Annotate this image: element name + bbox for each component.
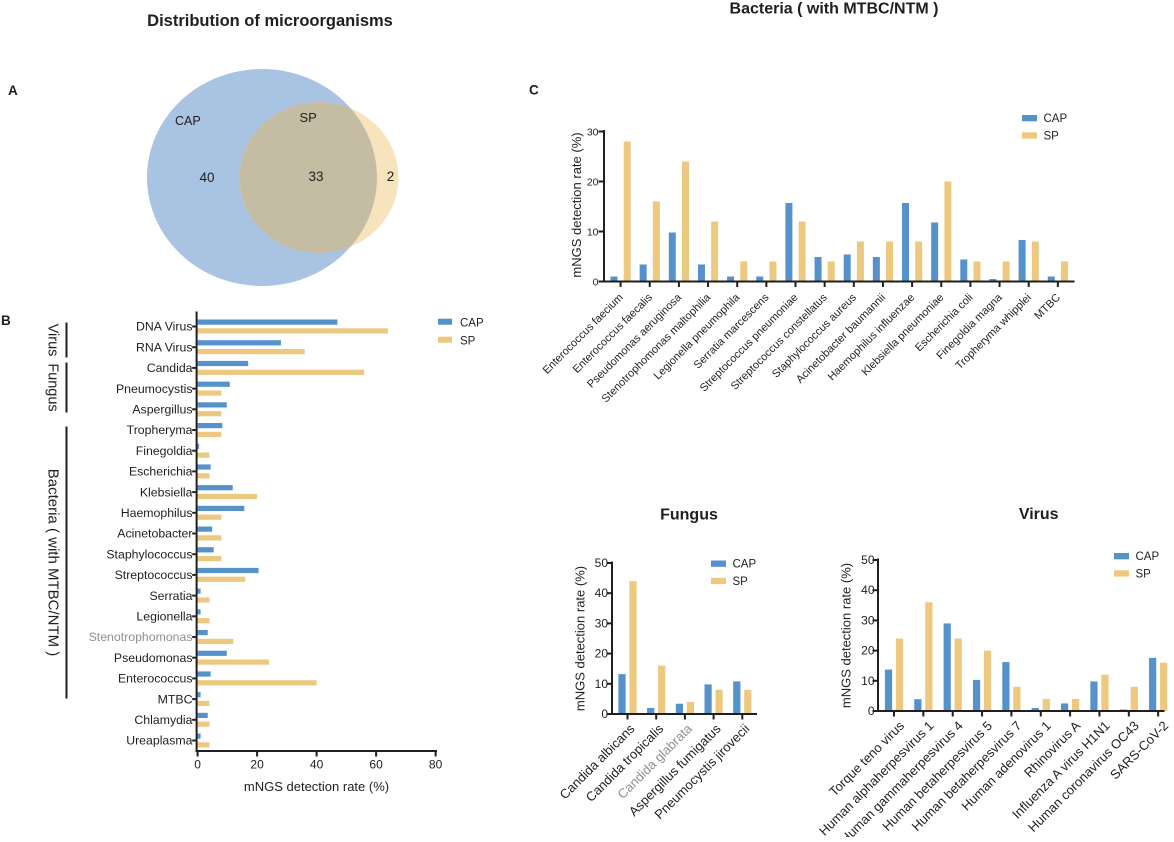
svg-text:CAP: CAP [175, 114, 201, 128]
svg-text:Escherichia: Escherichia [129, 465, 193, 479]
svg-text:0: 0 [601, 707, 608, 721]
svg-text:CAP: CAP [733, 559, 757, 571]
svg-text:40: 40 [310, 758, 324, 772]
svg-text:0: 0 [593, 277, 599, 289]
svg-text:SP: SP [1044, 130, 1060, 142]
svg-text:Candida: Candida [147, 361, 193, 375]
svg-text:Klebsiella: Klebsiella [140, 485, 193, 499]
svg-text:30: 30 [587, 127, 599, 139]
svg-text:SP: SP [1136, 568, 1152, 580]
svg-text:10: 10 [861, 674, 875, 688]
svg-text:Enterococcus: Enterococcus [118, 672, 193, 686]
svg-text:40: 40 [199, 170, 214, 185]
svg-text:Fungus: Fungus [45, 363, 61, 411]
svg-text:mNGS detection rate (%): mNGS detection rate (%) [839, 563, 854, 708]
svg-text:50: 50 [861, 553, 875, 567]
svg-text:Acinetobacter: Acinetobacter [117, 527, 192, 541]
svg-text:40: 40 [595, 586, 609, 600]
svg-text:Bacteria ( with MTBC/NTM ): Bacteria ( with MTBC/NTM ) [45, 469, 62, 657]
svg-text:Distribution of microorganisms: Distribution of microorganisms [147, 12, 393, 30]
svg-text:Legionella: Legionella [136, 610, 192, 624]
svg-text:CAP: CAP [1136, 551, 1160, 563]
svg-text:Finegoldia: Finegoldia [136, 444, 193, 458]
svg-text:0: 0 [868, 704, 875, 718]
svg-text:0: 0 [194, 758, 201, 772]
svg-text:10: 10 [587, 227, 599, 239]
svg-text:Fungus: Fungus [660, 507, 718, 524]
svg-text:Stenotrophomonas: Stenotrophomonas [89, 630, 193, 644]
svg-text:B: B [1, 313, 11, 328]
svg-text:CAP: CAP [1044, 113, 1068, 125]
svg-text:Pseudomonas: Pseudomonas [114, 651, 193, 665]
svg-text:Aspergillus: Aspergillus [132, 403, 192, 417]
svg-text:20: 20 [587, 177, 599, 189]
svg-text:20: 20 [250, 758, 264, 772]
svg-text:80: 80 [429, 758, 443, 772]
svg-text:Serratia: Serratia [149, 589, 192, 603]
svg-text:30: 30 [595, 616, 609, 630]
svg-text:SP: SP [300, 110, 317, 125]
svg-text:Bacteria ( with MTBC/NTM ): Bacteria ( with MTBC/NTM ) [730, 1, 939, 18]
svg-text:50: 50 [595, 556, 609, 570]
svg-text:30: 30 [861, 613, 875, 627]
svg-text:RNA Virus: RNA Virus [136, 340, 193, 354]
svg-text:mNGS detection rate (%): mNGS detection rate (%) [572, 566, 587, 711]
svg-text:Virus: Virus [45, 324, 61, 357]
svg-text:Staphylococcus: Staphylococcus [106, 547, 192, 561]
svg-text:Streptococcus: Streptococcus [115, 568, 193, 582]
svg-text:10: 10 [595, 677, 609, 691]
svg-text:MTBC: MTBC [158, 692, 193, 706]
svg-text:Ureaplasma: Ureaplasma [126, 734, 192, 748]
svg-text:Virus: Virus [1019, 506, 1059, 523]
svg-text:Chlamydia: Chlamydia [134, 713, 192, 727]
svg-text:A: A [8, 83, 18, 98]
svg-text:2: 2 [387, 169, 395, 184]
svg-text:20: 20 [595, 647, 609, 661]
svg-text:C: C [529, 83, 539, 98]
svg-text:40: 40 [861, 583, 875, 597]
svg-text:33: 33 [308, 169, 323, 184]
svg-text:SP: SP [733, 576, 749, 588]
svg-text:SP: SP [460, 336, 476, 348]
svg-text:60: 60 [369, 758, 383, 772]
svg-text:Tropheryma: Tropheryma [127, 423, 193, 437]
svg-text:Pneumocystis: Pneumocystis [116, 382, 193, 396]
svg-text:mNGS detection rate (%): mNGS detection rate (%) [569, 132, 584, 277]
svg-text:mNGS detection rate (%): mNGS detection rate (%) [244, 779, 389, 794]
svg-text:Haemophilus: Haemophilus [121, 506, 193, 520]
svg-text:CAP: CAP [460, 318, 484, 330]
svg-text:DNA Virus: DNA Virus [136, 320, 193, 334]
svg-text:20: 20 [861, 644, 875, 658]
